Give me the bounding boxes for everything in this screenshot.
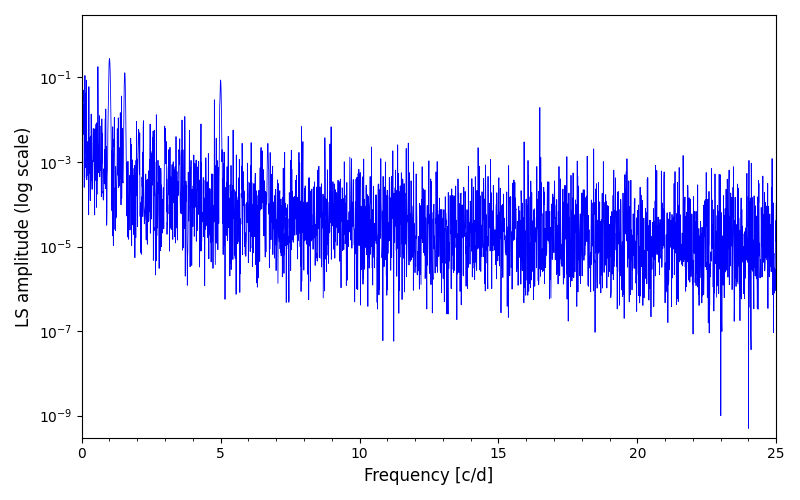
- X-axis label: Frequency [c/d]: Frequency [c/d]: [364, 467, 494, 485]
- Y-axis label: LS amplitude (log scale): LS amplitude (log scale): [15, 126, 33, 326]
